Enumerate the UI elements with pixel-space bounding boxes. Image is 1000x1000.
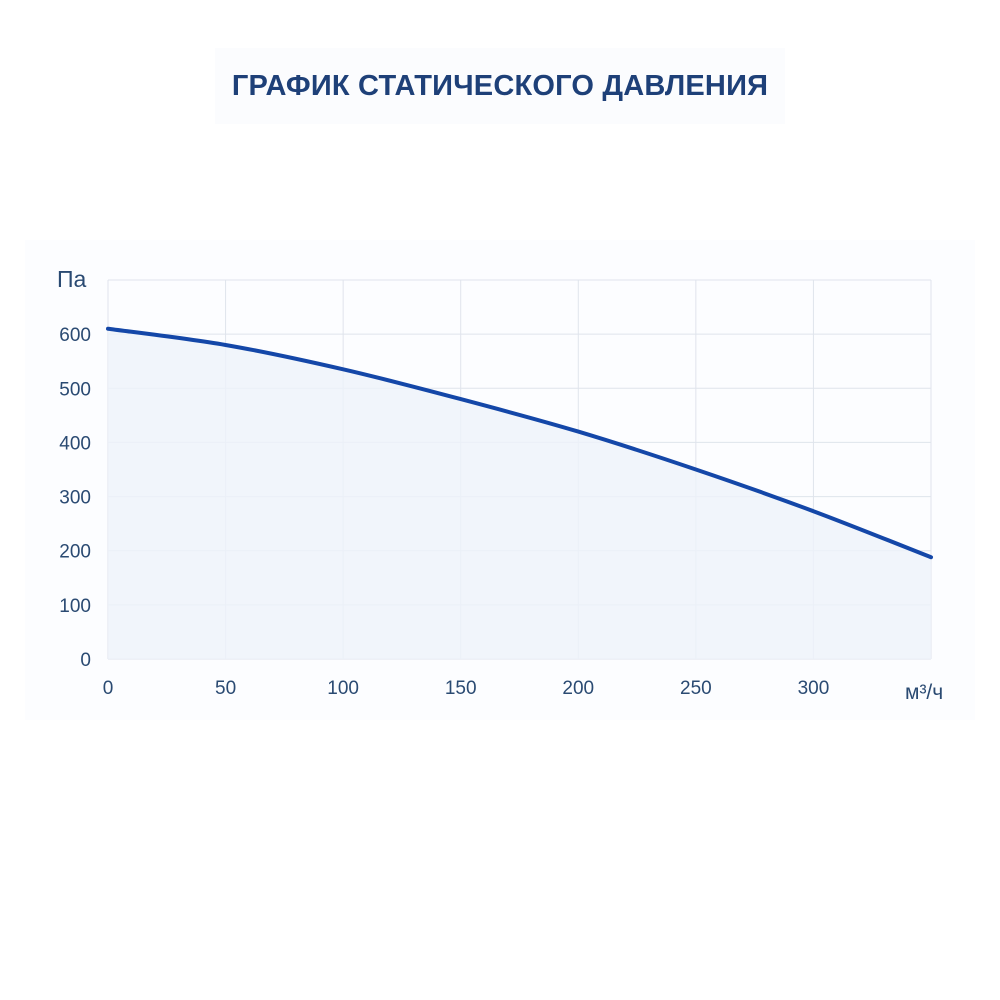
x-tick-label: 0: [103, 678, 114, 699]
y-axis-label: Па: [57, 266, 87, 292]
y-tick-label: 600: [59, 325, 91, 346]
y-tick-label: 100: [59, 596, 91, 617]
y-tick-label: 400: [59, 433, 91, 454]
x-tick-label: 250: [680, 678, 712, 699]
x-tick-label: 200: [562, 678, 594, 699]
x-tick-labels: 0 50 100 150 200 250 300: [103, 678, 830, 699]
y-tick-label: 300: [59, 488, 91, 509]
x-axis-label: м³/ч: [905, 681, 943, 704]
y-tick-labels: 0 100 200 300 400 500 600: [59, 325, 91, 671]
area-fill: [108, 328, 931, 659]
y-tick-label: 0: [80, 650, 91, 671]
y-tick-label: 200: [59, 542, 91, 563]
x-tick-label: 300: [798, 678, 830, 699]
x-tick-label: 100: [327, 678, 359, 699]
pressure-curve-line: [106, 326, 933, 560]
chart-title: ГРАФИК СТАТИЧЕСКОГО ДАВЛЕНИЯ: [231, 69, 769, 102]
title-band: ГРАФИК СТАТИЧЕСКОГО ДАВЛЕНИЯ: [215, 48, 785, 124]
x-tick-label: 50: [215, 678, 236, 699]
y-tick-label: 500: [59, 379, 91, 400]
x-tick-label: 150: [445, 678, 477, 699]
